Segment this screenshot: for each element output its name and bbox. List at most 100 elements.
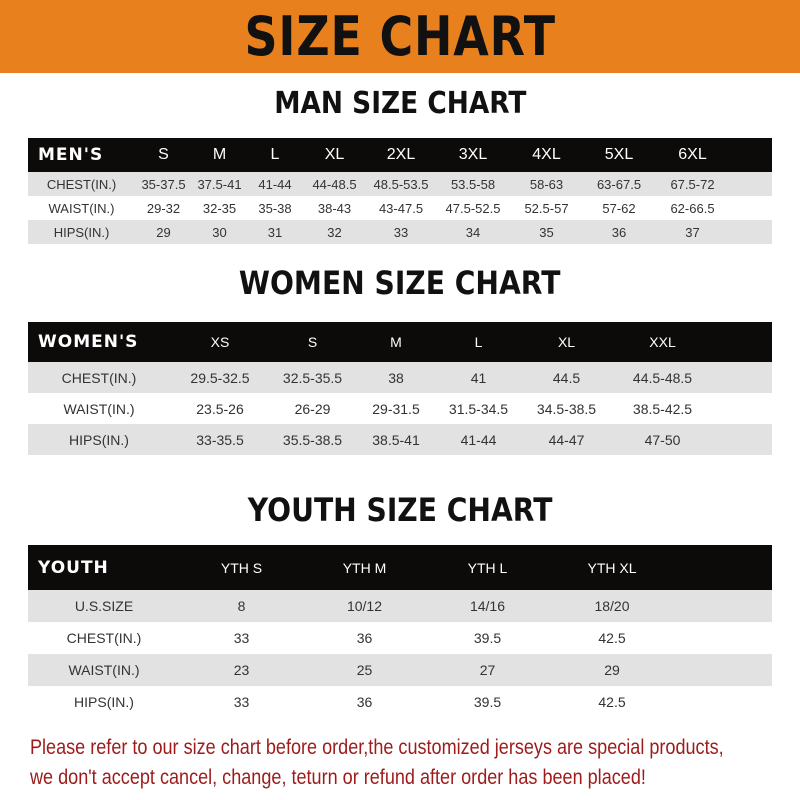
size-header: M <box>390 334 402 350</box>
youth-size-table: YOUTH YTH S YTH M YTH L YTH XL U.S.SIZE 8 10/12… <box>28 545 772 718</box>
size-header: XXL <box>649 334 676 350</box>
table-cell: 30 <box>212 224 227 240</box>
table-cell: 38.5-42.5 <box>632 400 693 417</box>
table-cell: 48.5-53.5 <box>373 176 429 192</box>
table-cell: 63-67.5 <box>596 176 642 192</box>
size-header: 6XL <box>678 146 707 163</box>
size-header: M <box>212 146 227 163</box>
order-notice: Please refer to our size chart before or… <box>30 733 724 793</box>
table-row: WAIST(IN.) 23.5-26 26-29 29-31.5 31.5-34.5 34… <box>28 393 772 424</box>
table-cell: 35-37.5 <box>141 176 186 192</box>
table-header-row: YOUTH YTH S YTH M YTH L YTH XL <box>28 545 772 590</box>
size-header: 2XL <box>386 146 416 163</box>
table-cell: 44-47 <box>548 431 585 448</box>
table-cell: 47.5-52.5 <box>445 200 501 216</box>
women-size-table: WOMEN'S XS S M L XL XXL CHEST(IN.) 29.5-32.5 32.5… <box>28 322 772 455</box>
women-title-text: WOMEN SIZE CHART <box>239 264 561 302</box>
banner-title: SIZE CHART <box>244 5 556 68</box>
table-corner-label: YOUTH <box>38 557 109 578</box>
table-cell: 36 <box>356 694 373 710</box>
row-label: CHEST(IN.) <box>61 369 137 386</box>
row-label: CHEST(IN.) <box>46 176 117 192</box>
table-cell: 35.5-38.5 <box>282 431 343 448</box>
table-cell: 36 <box>356 630 373 646</box>
table-cell: 33 <box>393 224 409 240</box>
table-cell: 57-62 <box>602 200 636 216</box>
table-header-row: WOMEN'S XS S M L XL XXL <box>28 322 772 362</box>
table-row: HIPS(IN.) 33-35.5 35.5-38.5 38.5-41 41-44 44-… <box>28 424 772 455</box>
size-header: 4XL <box>532 146 561 163</box>
women-section-title: WOMEN SIZE CHART <box>0 264 800 302</box>
table-row: WAIST(IN.) 23 25 27 29 <box>28 654 772 686</box>
table-cell: 39.5 <box>473 630 502 646</box>
table-cell: 38.5-41 <box>372 431 420 448</box>
row-label: HIPS(IN.) <box>69 431 129 448</box>
size-header: L <box>270 146 280 163</box>
table-cell: 32-35 <box>202 200 237 216</box>
table-cell: 14/16 <box>469 598 506 614</box>
table-cell: 53.5-58 <box>450 176 496 192</box>
table-cell: 26-29 <box>294 400 331 417</box>
table-cell: 38 <box>388 369 404 386</box>
table-corner-label: WOMEN'S <box>38 332 139 352</box>
table-cell: 67.5-72 <box>670 176 715 192</box>
row-label: WAIST(IN.) <box>48 200 115 216</box>
table-header-row: MEN'S S M L XL 2XL 3XL 4XL 5XL 6XL <box>28 138 772 172</box>
table-cell: 39.5 <box>473 694 502 710</box>
table-cell: 35 <box>539 224 554 240</box>
table-cell: 44.5-48.5 <box>632 369 693 386</box>
size-header: XS <box>210 334 230 350</box>
youth-section-title: YOUTH SIZE CHART <box>0 491 800 529</box>
table-cell: 37 <box>685 224 700 240</box>
table-cell: 29-31.5 <box>372 400 420 417</box>
table-cell: 41-44 <box>258 176 292 192</box>
men-section-title: MAN SIZE CHART <box>0 86 800 121</box>
table-cell: 34.5-38.5 <box>536 400 597 417</box>
table-cell: 32 <box>327 224 342 240</box>
table-cell: 58-63 <box>529 176 564 192</box>
table-cell: 33 <box>233 630 250 646</box>
table-cell: 36 <box>611 224 627 240</box>
table-cell: 29 <box>156 224 171 240</box>
table-cell: 34 <box>465 224 481 240</box>
size-header: YTH M <box>342 559 387 576</box>
size-header: S <box>307 334 318 350</box>
table-cell: 18/20 <box>594 598 630 614</box>
table-cell: 29-32 <box>146 200 181 216</box>
size-header: 5XL <box>604 146 634 163</box>
table-cell: 32.5-35.5 <box>282 369 343 386</box>
table-row: HIPS(IN.) 33 36 39.5 42.5 <box>28 686 772 718</box>
notice-line-2: we don't accept cancel, change, teturn o… <box>30 766 646 789</box>
table-row: WAIST(IN.) 29-32 32-35 35-38 38-43 43-47.5 47.… <box>28 196 772 220</box>
table-cell: 23 <box>233 662 250 678</box>
table-row: CHEST(IN.) 35-37.5 37.5-41 41-44 44-48.5 48.5… <box>28 172 772 196</box>
men-size-table: MEN'S S M L XL 2XL 3XL 4XL 5XL 6XL CHEST(IN.) 35-37… <box>28 138 772 244</box>
size-header: YTH L <box>467 559 508 576</box>
youth-title-text: YOUTH SIZE CHART <box>247 491 553 529</box>
table-row: U.S.SIZE 8 10/12 14/16 18/20 <box>28 590 772 622</box>
table-cell: 35-38 <box>258 200 292 216</box>
row-label: U.S.SIZE <box>74 598 134 614</box>
table-cell: 31.5-34.5 <box>448 400 509 417</box>
notice-line-1: Please refer to our size chart before or… <box>30 736 724 759</box>
row-label: CHEST(IN.) <box>66 630 142 646</box>
table-row: HIPS(IN.) 29 30 31 32 33 34 35 36 37 <box>28 220 772 244</box>
size-chart-banner: SIZE CHART <box>0 0 800 73</box>
table-cell: 33-35.5 <box>196 431 244 448</box>
table-cell: 38-43 <box>317 200 352 216</box>
size-header: YTH XL <box>587 559 637 576</box>
table-cell: 8 <box>237 598 246 614</box>
table-cell: 41-44 <box>460 431 497 448</box>
size-header: 3XL <box>458 146 488 163</box>
table-corner-label: MEN'S <box>38 145 104 165</box>
size-header: XL <box>324 146 345 163</box>
row-label: WAIST(IN.) <box>63 400 135 417</box>
table-cell: 42.5 <box>598 630 626 646</box>
size-header: L <box>474 334 483 350</box>
table-cell: 47-50 <box>644 431 681 448</box>
table-cell: 33 <box>233 694 250 710</box>
size-header: XL <box>557 334 576 350</box>
table-cell: 41 <box>470 369 487 386</box>
row-label: HIPS(IN.) <box>53 224 110 240</box>
table-cell: 43-47.5 <box>378 200 424 216</box>
